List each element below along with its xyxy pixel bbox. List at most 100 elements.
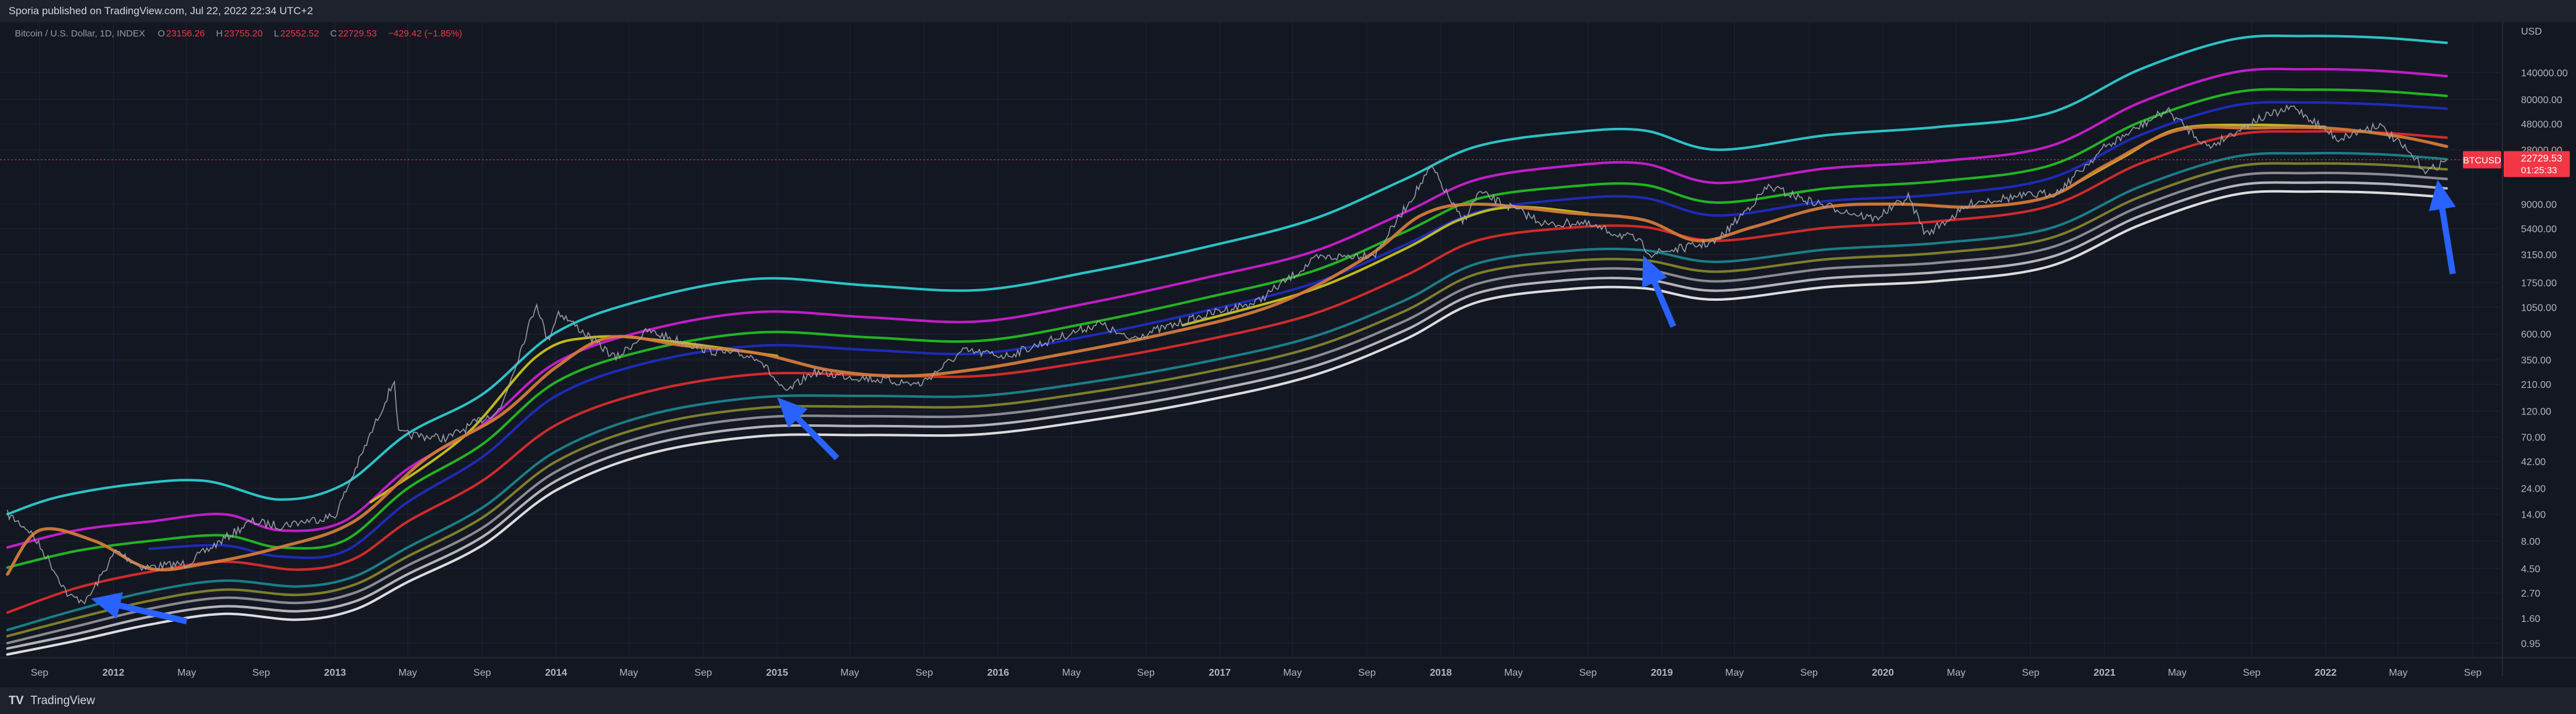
x-tick-label: Sep: [2464, 668, 2482, 678]
publish-bar: Sporia published on TradingView.com, Jul…: [0, 0, 2576, 22]
x-tick-label: 2018: [1430, 668, 1452, 678]
annotation-arrow: [2428, 179, 2456, 275]
y-tick-label: 350.00: [2521, 356, 2551, 366]
x-tick-label: 2020: [1872, 668, 1894, 678]
change-value: −429.42 (−1.85%): [387, 28, 463, 39]
x-tick-label: Sep: [695, 668, 712, 678]
y-tick-label: 4.50: [2521, 565, 2540, 575]
x-tick-label: May: [399, 668, 417, 678]
y-tick-label: 600.00: [2521, 330, 2551, 340]
x-tick-label: 2015: [766, 668, 788, 678]
y-tick-label: 2.70: [2521, 589, 2540, 599]
ticker-badge: [2463, 151, 2501, 169]
x-tick-label: 2019: [1651, 668, 1673, 678]
y-axis-unit: USD: [2521, 27, 2542, 37]
y-tick-label: 1750.00: [2521, 279, 2557, 289]
y-tick-label: 120.00: [2521, 407, 2551, 418]
x-tick-label: Sep: [1579, 668, 1597, 678]
y-tick-label: 8.00: [2521, 537, 2540, 547]
x-tick-label: Sep: [916, 668, 934, 678]
y-tick-label: 210.00: [2521, 380, 2551, 390]
price-tag-value: 22729.53: [2521, 154, 2562, 164]
x-tick-label: 2022: [2315, 668, 2337, 678]
y-tick-label: 1.60: [2521, 614, 2540, 624]
open-value: 23156.26: [166, 28, 205, 39]
publish-text: Sporia published on TradingView.com, Jul…: [9, 5, 313, 17]
x-tick-label: May: [2168, 668, 2186, 678]
arrows: [91, 179, 2456, 624]
close-label: C: [330, 28, 337, 39]
symbol-name: Bitcoin / U.S. Dollar, 1D, INDEX: [15, 28, 145, 39]
footer-bar: TV TradingView: [0, 687, 2576, 714]
y-tick-label: 24.00: [2521, 484, 2546, 495]
y-tick-label: 1050.00: [2521, 303, 2557, 313]
x-tick-label: May: [1283, 668, 1302, 678]
band-line-cyan: [6, 34, 2448, 516]
symbol-legend[interactable]: Bitcoin / U.S. Dollar, 1D, INDEX O 23156.…: [15, 28, 462, 39]
x-tick-label: May: [840, 668, 859, 678]
y-tick-label: 70.00: [2521, 433, 2546, 443]
x-tick-label: 2013: [324, 668, 346, 678]
annotation-arrow: [1642, 255, 1676, 328]
axes: USD140000.0080000.0048000.0028000.009000…: [0, 22, 2576, 678]
x-tick-label: 2012: [103, 668, 125, 678]
x-tick-label: 2021: [2093, 668, 2116, 678]
band-line-gray2: [6, 181, 2448, 650]
band-line-green: [6, 88, 2448, 569]
x-tick-label: 2017: [1209, 668, 1231, 678]
overlay-line-yellow: [370, 335, 779, 503]
low-value: 22552.52: [280, 28, 319, 39]
band-line-gray3: [6, 190, 2448, 656]
price-line: [7, 104, 2447, 605]
open-label: O: [158, 28, 165, 39]
y-tick-label: 14.00: [2521, 510, 2546, 520]
band-line-olive: [6, 162, 2448, 637]
y-axis-panel: [2502, 22, 2576, 658]
x-tick-label: 2016: [987, 668, 1010, 678]
x-tick-label: Sep: [2243, 668, 2261, 678]
ticker-label: BTCUSD: [2463, 156, 2501, 166]
x-tick-label: 2014: [545, 668, 567, 678]
y-tick-label: 5400.00: [2521, 224, 2557, 235]
x-tick-label: May: [2389, 668, 2407, 678]
close-value: 22729.53: [338, 28, 377, 39]
x-tick-label: May: [1725, 668, 1744, 678]
x-tick-label: Sep: [473, 668, 491, 678]
high-label: H: [216, 28, 223, 39]
high-value: 23755.20: [224, 28, 263, 39]
x-tick-label: Sep: [1800, 668, 1818, 678]
low-label: L: [274, 28, 279, 39]
y-tick-label: 48000.00: [2521, 120, 2562, 130]
band-line-teal: [6, 151, 2448, 631]
y-tick-label: 3150.00: [2521, 250, 2557, 261]
overlay-lines: [6, 124, 2449, 576]
x-tick-label: Sep: [1137, 668, 1155, 678]
overlay-line-orange: [6, 125, 2449, 576]
grid: [0, 22, 2499, 658]
x-tick-label: Sep: [31, 668, 49, 678]
y-tick-label: 0.95: [2521, 639, 2540, 649]
band-line-blue: [148, 101, 2448, 560]
band-line-gray1: [6, 171, 2448, 645]
y-tick-label: 42.00: [2521, 457, 2546, 468]
x-tick-label: May: [1947, 668, 1966, 678]
y-tick-label: 140000.00: [2521, 68, 2568, 78]
tradingview-logo-icon[interactable]: TV: [9, 694, 24, 707]
annotation-arrow: [91, 592, 188, 624]
annotation-arrow: [777, 397, 840, 461]
x-tick-label: May: [177, 668, 196, 678]
price-series: [7, 104, 2447, 605]
bands: [6, 34, 2448, 656]
x-tick-label: May: [1504, 668, 1522, 678]
y-tick-label: 9000.00: [2521, 200, 2557, 211]
band-line-magenta: [6, 67, 2448, 549]
footer-brand[interactable]: TradingView: [30, 694, 95, 707]
price-tag: [2504, 151, 2570, 177]
x-tick-label: Sep: [252, 668, 270, 678]
x-tick-label: Sep: [2022, 668, 2040, 678]
price-tag-countdown: 01:25:33: [2521, 166, 2557, 176]
band-line-red: [6, 130, 2448, 614]
y-tick-label: 80000.00: [2521, 95, 2562, 106]
